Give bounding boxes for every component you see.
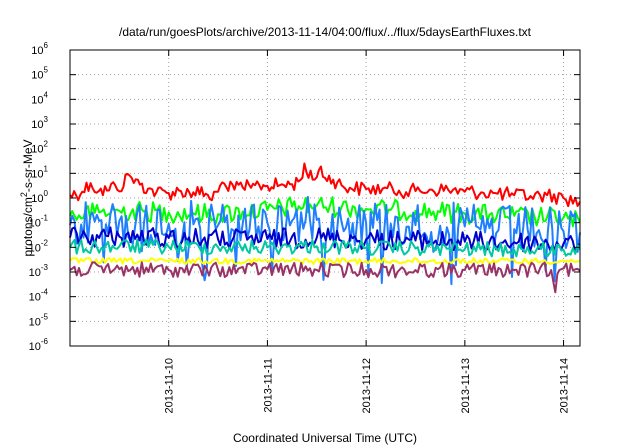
- series-layer: [69, 162, 581, 294]
- flux-series-line: [69, 261, 581, 294]
- y-axis-label: protons/cm2-s-sr-MeV: [19, 139, 35, 256]
- x-tick-label: 2013-11-10: [164, 358, 176, 413]
- x-tick-label: 2013-11-13: [460, 358, 472, 413]
- flux-series-line: [69, 196, 581, 228]
- x-tick-label: 2013-11-14: [559, 358, 571, 413]
- flux-series-line: [69, 238, 581, 258]
- chart-title: /data/run/goesPlots/archive/2013-11-14/0…: [119, 25, 532, 39]
- tick-layer: 10-610-510-410-310-210-11001011021031041…: [29, 41, 580, 413]
- flux-series-line: [69, 226, 581, 254]
- x-tick-label: 2013-11-12: [361, 358, 373, 413]
- x-tick-label: 2013-11-11: [262, 358, 274, 413]
- flux-series-line: [69, 162, 581, 208]
- x-axis-label: Coordinated Universal Time (UTC): [233, 431, 417, 445]
- flux-series-line: [69, 257, 581, 265]
